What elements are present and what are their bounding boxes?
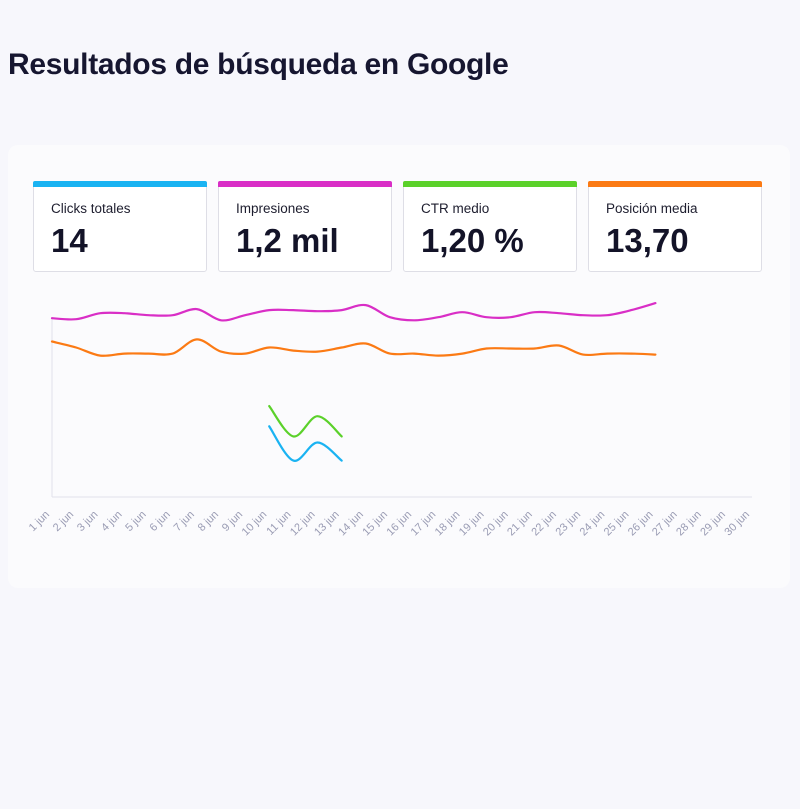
x-tick-label: 8 jun: [196, 509, 221, 534]
x-tick-label: 4 jun: [99, 509, 124, 534]
kpi-label: Impresiones: [236, 201, 310, 216]
x-tick-label: 19 jun: [457, 509, 487, 539]
series-line-2: [268, 405, 343, 438]
x-tick-label: 6 jun: [147, 509, 172, 534]
x-tick-label: 23 jun: [553, 509, 583, 539]
x-tick-label: 14 jun: [336, 509, 366, 539]
x-tick-label: 11 jun: [264, 509, 293, 538]
kpi-label: Posición media: [606, 201, 698, 216]
x-tick-label: 26 jun: [626, 509, 656, 539]
x-tick-label: 30 jun: [722, 509, 752, 539]
kpi-color-bar: [218, 181, 392, 187]
x-tick-label: 24 jun: [578, 509, 608, 539]
kpi-label: CTR medio: [421, 201, 490, 216]
kpi-color-bar: [588, 181, 762, 187]
x-tick-label: 2 jun: [51, 509, 76, 534]
kpi-value: 14: [51, 222, 88, 259]
x-tick-label: 27 jun: [650, 509, 680, 539]
kpi-value: 1,20 %: [421, 222, 524, 259]
x-tick-label: 18 jun: [433, 509, 463, 539]
x-tick-label: 15 jun: [360, 509, 390, 539]
series-line-0: [50, 302, 657, 322]
kpi-value: 13,70: [606, 222, 689, 259]
results-panel: Clicks totales 14 Impresiones 1,2 mil CT…: [8, 145, 790, 588]
x-tick-label: 25 jun: [602, 509, 632, 539]
x-tick-label: 1 jun: [27, 509, 52, 534]
x-tick-label: 5 jun: [123, 509, 148, 534]
x-tick-label: 10 jun: [240, 509, 270, 539]
series-line-3: [268, 425, 343, 462]
x-tick-label: 28 jun: [674, 509, 704, 539]
kpi-label: Clicks totales: [51, 201, 131, 216]
page-title: Resultados de búsqueda en Google: [8, 48, 509, 81]
kpi-card-position[interactable]: Posición media 13,70: [588, 181, 762, 272]
x-tick-label: 22 jun: [529, 509, 559, 539]
x-tick-label: 7 jun: [172, 509, 197, 534]
kpi-card-impressions[interactable]: Impresiones 1,2 mil: [218, 181, 392, 272]
x-tick-label: 3 jun: [75, 509, 100, 534]
kpi-value: 1,2 mil: [236, 222, 339, 259]
kpi-color-bar: [403, 181, 577, 187]
kpi-color-bar: [33, 181, 207, 187]
x-tick-label: 17 jun: [409, 509, 439, 539]
kpi-card-clicks[interactable]: Clicks totales 14: [33, 181, 207, 272]
kpi-card-ctr[interactable]: CTR medio 1,20 %: [403, 181, 577, 272]
x-tick-label: 13 jun: [312, 509, 342, 539]
series-line-1: [50, 338, 657, 357]
x-tick-label: 12 jun: [288, 509, 318, 539]
x-tick-label: 16 jun: [385, 509, 415, 539]
x-tick-label: 29 jun: [698, 509, 728, 539]
x-tick-label: 21 jun: [505, 509, 535, 539]
x-tick-label: 20 jun: [481, 509, 511, 539]
